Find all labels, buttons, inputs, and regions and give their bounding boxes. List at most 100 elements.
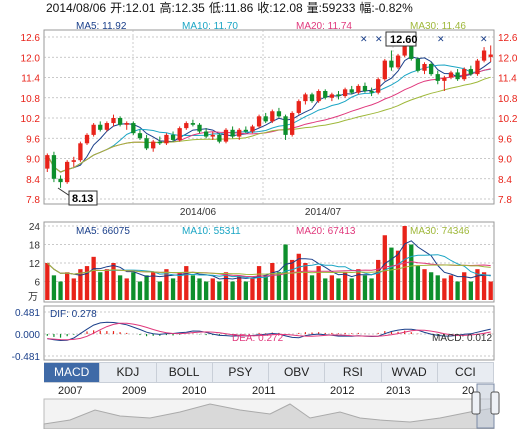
price-y-axis-right: 12.6 12.0 11.4 10.8 10.2 9.6 9.0 8.4 7.8	[498, 33, 518, 206]
volume-bar	[448, 275, 454, 300]
volume-bar	[382, 235, 387, 300]
volume-bar	[309, 275, 315, 300]
candle-body	[376, 79, 381, 93]
volume-bar	[157, 281, 162, 300]
tab-obv[interactable]: OBV	[269, 363, 326, 382]
volume-y-tick: 6	[34, 278, 40, 289]
volume-bar	[290, 259, 295, 300]
candle-body	[276, 111, 282, 117]
ma10-label: MA10: 11.70	[182, 21, 238, 32]
candle-body	[369, 91, 374, 93]
candle-body	[190, 123, 196, 125]
volume-y-axis: 24 18 12 6	[29, 222, 41, 289]
candle-body	[428, 64, 434, 75]
price-x-tick: 2014/07	[305, 207, 342, 218]
macd-label: MACD: 0.012	[432, 333, 492, 344]
candle-body	[117, 118, 123, 125]
volume-bar	[462, 272, 467, 300]
svg-text:✕: ✕	[360, 34, 368, 44]
price-y-tick-left: 10.8	[21, 94, 41, 105]
macd-dif-dea-lines	[47, 321, 491, 342]
volume-bar	[217, 281, 222, 300]
candle-body	[442, 77, 447, 81]
candle-body	[250, 126, 255, 132]
candlestick-series	[45, 37, 493, 188]
price-y-tick-right: 8.4	[498, 175, 512, 186]
volume-bar	[131, 272, 136, 300]
volume-panel-frame	[43, 221, 495, 303]
price-y-tick-left: 12.6	[21, 33, 41, 44]
candle-body	[210, 134, 215, 137]
timeline-year-label: 2013	[386, 385, 411, 397]
timeline-handle-right[interactable]	[490, 391, 500, 415]
tab-psy[interactable]: PSY	[213, 363, 269, 382]
price-y-tick-left: 10.2	[21, 114, 41, 125]
tab-cci[interactable]: CCI	[438, 363, 494, 382]
candle-body	[144, 138, 149, 149]
candle-body	[197, 124, 202, 132]
volume-bar	[184, 266, 189, 300]
volume-bar	[164, 269, 169, 300]
tab-kdj[interactable]: KDJ	[100, 363, 157, 382]
price-y-tick-right: 10.2	[498, 114, 518, 125]
candle-body	[389, 60, 394, 68]
price-y-tick-left: 12.0	[21, 53, 41, 64]
price-y-tick-right: 9.6	[498, 134, 512, 145]
candle-body	[157, 141, 162, 144]
volume-bar	[137, 281, 143, 300]
candle-body	[395, 55, 401, 68]
candle-body	[336, 94, 341, 97]
candle-body	[58, 178, 63, 183]
candle-body	[422, 64, 427, 71]
tab-macd[interactable]: MACD	[44, 363, 101, 382]
tab-wvad[interactable]: WVAD	[382, 363, 438, 382]
candle-body	[462, 69, 467, 80]
vol-ma30-label: MA30: 74346	[410, 226, 470, 237]
low-marker-label: 8.13	[72, 193, 93, 205]
timeline-year-label: 2012	[330, 385, 355, 397]
candle-body	[488, 54, 493, 57]
volume-bar	[442, 278, 447, 300]
high-marker-label: 12.60	[390, 34, 418, 46]
volume-bar	[98, 272, 103, 300]
dea-line	[47, 322, 491, 341]
candle-body	[243, 129, 248, 132]
volume-bar	[329, 275, 335, 300]
volume-bar	[389, 247, 394, 300]
candle-body	[316, 91, 321, 102]
candle-body	[323, 91, 328, 98]
candle-body	[223, 129, 229, 142]
quote-open: 开:12.01	[110, 1, 156, 15]
tab-rsi[interactable]: RSI	[325, 363, 382, 382]
candle-body	[329, 94, 335, 98]
candle-body	[455, 72, 460, 80]
indicator-tabs: MACD KDJ BOLL PSY OBV RSI WVAD CCI	[44, 362, 494, 383]
svg-text:✕: ✕	[437, 34, 445, 44]
volume-y-tick: 12	[29, 259, 41, 270]
candle-body	[481, 50, 487, 61]
volume-bar	[256, 266, 262, 300]
volume-bar	[210, 278, 215, 300]
quote-volume: 量:59233	[306, 1, 356, 15]
quote-high: 高:12.35	[159, 1, 205, 15]
candle-body	[303, 94, 308, 102]
candle-body	[84, 134, 90, 144]
vol-ma10-label: MA10: 55311	[182, 226, 241, 237]
vol-ma5-label: MA5: 66075	[76, 226, 130, 237]
volume-unit: 万	[28, 292, 38, 303]
candle-body	[409, 40, 414, 59]
volume-bar	[124, 278, 129, 300]
volume-bar	[435, 275, 440, 300]
tab-boll[interactable]: BOLL	[157, 363, 213, 382]
price-x-tick: 2014/06	[180, 207, 217, 218]
candle-body	[448, 72, 454, 78]
quote-change: 幅:-0.82%	[359, 1, 413, 15]
volume-bar	[316, 266, 321, 300]
macd-y-axis: 0.481 0.000 -0.481	[12, 308, 41, 363]
volume-bar	[111, 263, 116, 300]
candle-body	[296, 101, 301, 113]
volume-bar	[336, 278, 341, 300]
timeline-handle-left[interactable]	[471, 391, 481, 415]
timeline-year-labels: 2007 2009 2010 2011 2012 2013 20	[44, 385, 494, 399]
